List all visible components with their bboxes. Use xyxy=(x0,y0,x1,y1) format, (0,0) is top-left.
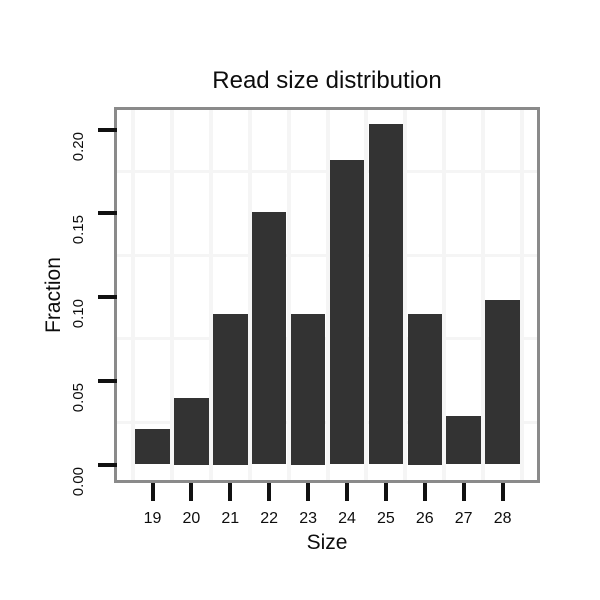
x-tick-label: 25 xyxy=(376,510,395,527)
y-tick xyxy=(98,295,117,299)
plot-panel xyxy=(114,107,540,483)
v-gridline xyxy=(325,110,330,480)
v-gridline xyxy=(131,110,136,480)
bar xyxy=(213,313,248,465)
bar xyxy=(368,124,404,465)
bar xyxy=(407,313,443,465)
h-gridline xyxy=(117,337,537,341)
v-gridline xyxy=(286,110,291,480)
x-tick-label: 28 xyxy=(493,510,512,527)
v-gridline xyxy=(364,110,369,480)
y-tick-label: 0.20 xyxy=(70,131,87,161)
x-tick-label: 21 xyxy=(221,510,240,527)
v-gridline xyxy=(247,110,252,480)
x-tick xyxy=(267,483,272,501)
y-tick xyxy=(98,462,117,467)
v-gridline xyxy=(442,110,447,480)
y-tick xyxy=(98,211,117,216)
x-tick-label: 27 xyxy=(454,510,473,527)
bar xyxy=(485,300,520,465)
chart-title: Read size distribution xyxy=(212,67,442,94)
v-gridline xyxy=(520,110,525,480)
bar xyxy=(251,211,287,465)
x-tick xyxy=(228,483,233,501)
x-tick xyxy=(150,483,155,501)
h-gridline xyxy=(117,169,537,173)
x-tick xyxy=(422,483,427,501)
x-tick xyxy=(500,483,505,501)
v-gridline xyxy=(403,110,408,480)
y-axis-title: Fraction xyxy=(42,257,65,333)
bar xyxy=(135,429,170,465)
y-tick xyxy=(98,127,117,132)
x-tick-label: 19 xyxy=(143,510,162,527)
bar xyxy=(329,159,365,465)
x-tick-label: 23 xyxy=(299,510,317,527)
v-gridline xyxy=(208,110,213,480)
x-tick xyxy=(461,483,466,501)
x-tick-label: 26 xyxy=(415,510,434,527)
bar xyxy=(174,397,209,465)
y-tick-label: 0.00 xyxy=(70,466,87,496)
x-tick xyxy=(189,483,194,501)
x-tick-label: 20 xyxy=(182,510,201,527)
x-tick xyxy=(345,483,349,501)
x-tick xyxy=(383,483,388,501)
y-tick xyxy=(98,378,117,383)
bar xyxy=(290,313,326,465)
v-gridline xyxy=(169,110,174,480)
x-axis-title: Size xyxy=(306,531,348,554)
x-tick-label: 22 xyxy=(260,510,279,527)
bar xyxy=(446,415,481,465)
v-gridline xyxy=(481,110,486,480)
x-tick xyxy=(306,483,311,501)
x-tick-label: 24 xyxy=(338,510,356,527)
y-tick-label: 0.10 xyxy=(70,299,87,329)
h-gridline xyxy=(117,253,537,257)
y-tick-label: 0.15 xyxy=(70,215,87,245)
y-tick-label: 0.05 xyxy=(70,382,87,412)
h-gridline xyxy=(117,421,537,425)
